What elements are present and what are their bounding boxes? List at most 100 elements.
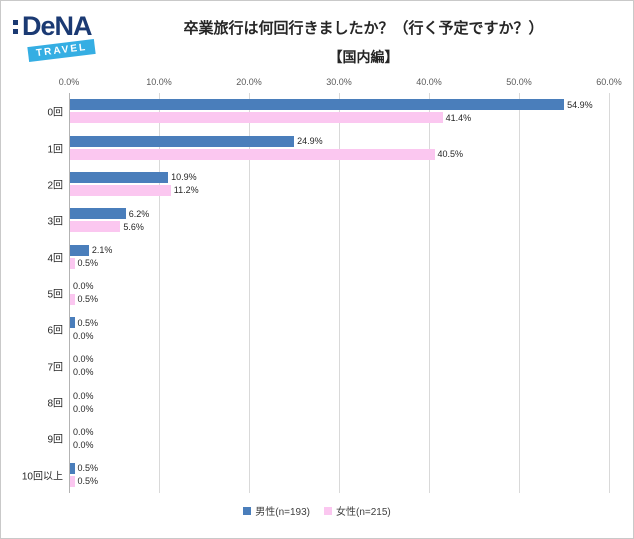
chart-row: 2回 10.9% 11.2% — [47, 166, 611, 202]
x-tick-label: 50.0% — [506, 77, 532, 87]
value-label: 0.5% — [77, 476, 99, 487]
category-label: 10回以上 — [21, 471, 63, 483]
value-label: 0.0% — [73, 426, 94, 437]
dena-travel-logo: DeNA TRAVEL — [13, 13, 123, 63]
bar-male — [70, 135, 295, 147]
bar-male — [70, 317, 75, 329]
x-tick-label: 0.0% — [58, 77, 80, 87]
bar-group: 0.5% 0.5% — [70, 462, 611, 487]
chart-subtitle: 【国内編】 — [328, 49, 399, 65]
value-label: 5.6% — [123, 221, 144, 232]
value-label: 10.9% — [171, 172, 197, 183]
gridline — [429, 93, 430, 493]
x-tick-label: 60.0% — [596, 77, 622, 87]
bar-line: 0.0% — [70, 281, 611, 292]
y-axis-line — [69, 93, 70, 493]
bar-line: 0.5% — [70, 462, 611, 474]
gridline — [339, 93, 340, 493]
value-label: 0.5% — [77, 294, 99, 305]
legend-item-male: 男性(n=193) — [243, 503, 310, 518]
value-label: 41.4% — [445, 112, 472, 123]
value-label: 0.0% — [73, 367, 94, 378]
bar-line: 0.5% — [70, 293, 611, 305]
bar-group: 0.0% 0.0% — [70, 390, 611, 414]
logo-travel-badge: TRAVEL — [27, 38, 96, 63]
value-label: 54.9% — [567, 99, 593, 110]
bar-line: 0.5% — [70, 317, 611, 329]
bar-line: 0.5% — [70, 475, 611, 487]
gridline — [519, 93, 520, 493]
bar-line: 11.2% — [70, 184, 611, 196]
category-label: 3回 — [47, 216, 63, 228]
bar-group: 6.2% 5.6% — [70, 208, 611, 233]
chart-row: 1回 24.9% 40.5% — [47, 129, 611, 165]
chart-row: 8回 0.0% 0.0% — [47, 384, 611, 420]
chart-row: 9回 0.0% 0.0% — [47, 420, 611, 456]
chart-row: 3回 6.2% 5.6% — [47, 202, 611, 238]
bar-line: 41.4% — [70, 112, 611, 124]
value-label: 0.5% — [77, 463, 99, 474]
value-label: 0.0% — [73, 439, 94, 450]
bar-male — [70, 99, 565, 111]
value-label: 0.0% — [73, 403, 94, 414]
bar-line: 24.9% — [70, 135, 611, 147]
bar-line: 5.6% — [70, 221, 611, 233]
bar-male — [70, 462, 75, 474]
category-label: 2回 — [47, 180, 63, 192]
chart-row: 6回 0.5% 0.0% — [47, 311, 611, 347]
bar-female — [70, 475, 75, 487]
bar-line: 0.0% — [70, 426, 611, 437]
chart-row: 7回 0.0% 0.0% — [47, 348, 611, 384]
bar-line: 2.1% — [70, 244, 611, 256]
value-label: 6.2% — [128, 208, 150, 219]
category-label: 1回 — [47, 144, 63, 156]
gridline — [159, 93, 160, 493]
bar-group: 0.0% 0.0% — [70, 354, 611, 378]
bar-group: 0.0% 0.5% — [70, 281, 611, 305]
category-label: 7回 — [47, 362, 63, 374]
value-label: 40.5% — [437, 149, 464, 160]
category-label: 8回 — [47, 398, 63, 410]
bar-line: 0.0% — [70, 354, 611, 365]
value-label: 0.0% — [73, 281, 94, 292]
bar-group: 2.1% 0.5% — [70, 244, 611, 269]
value-label: 24.9% — [297, 136, 323, 147]
bar-female — [70, 184, 171, 196]
x-tick-label: 30.0% — [326, 77, 352, 87]
legend-swatch — [324, 506, 332, 515]
value-label: 0.0% — [73, 330, 94, 341]
logo-colon-icon — [13, 19, 18, 34]
bar-female — [70, 112, 443, 124]
bar-group: 0.0% 0.0% — [70, 426, 611, 450]
chart-title: 卒業旅行は何回行きましたか？（行く予定ですか？） — [183, 20, 544, 37]
bar-group: 0.5% 0.0% — [70, 317, 611, 341]
plot-area: 0回 54.9% 41.4% 1回 24.9% 40.5% 2回 10.9% 11.2% 3回 6.… — [22, 93, 611, 493]
legend-item-female: 女性(n=215) — [324, 503, 391, 518]
bar-line: 6.2% — [70, 208, 611, 220]
bar-group: 54.9% 41.4% — [70, 99, 611, 124]
chart: 0.0% 10.0% 20.0% 30.0% 40.0% 50.0% 60.0% 0回 54.… — [1, 77, 633, 493]
bar-line: 0.0% — [70, 390, 611, 401]
chart-row: 10回以上 0.5% 0.5% — [22, 457, 611, 493]
value-label: 0.0% — [73, 354, 94, 365]
bar-female — [70, 221, 121, 233]
chart-row: 4回 2.1% 0.5% — [47, 238, 611, 274]
value-label: 0.5% — [77, 258, 99, 269]
bar-line: 0.0% — [70, 330, 611, 341]
bar-female — [70, 148, 435, 160]
bar-line: 0.5% — [70, 257, 611, 269]
bar-male — [70, 244, 89, 256]
bar-line: 40.5% — [70, 148, 611, 160]
gridline — [249, 93, 250, 493]
bar-line: 0.0% — [70, 403, 611, 414]
bar-line: 10.9% — [70, 171, 611, 183]
bar-line: 0.0% — [70, 439, 611, 450]
category-label: 6回 — [47, 325, 63, 337]
legend-label: 女性(n=215) — [336, 507, 391, 518]
x-tick-label: 20.0% — [236, 77, 262, 87]
gridline — [609, 93, 610, 493]
value-label: 0.0% — [73, 390, 94, 401]
category-label: 9回 — [47, 434, 63, 446]
bar-line: 54.9% — [70, 99, 611, 111]
